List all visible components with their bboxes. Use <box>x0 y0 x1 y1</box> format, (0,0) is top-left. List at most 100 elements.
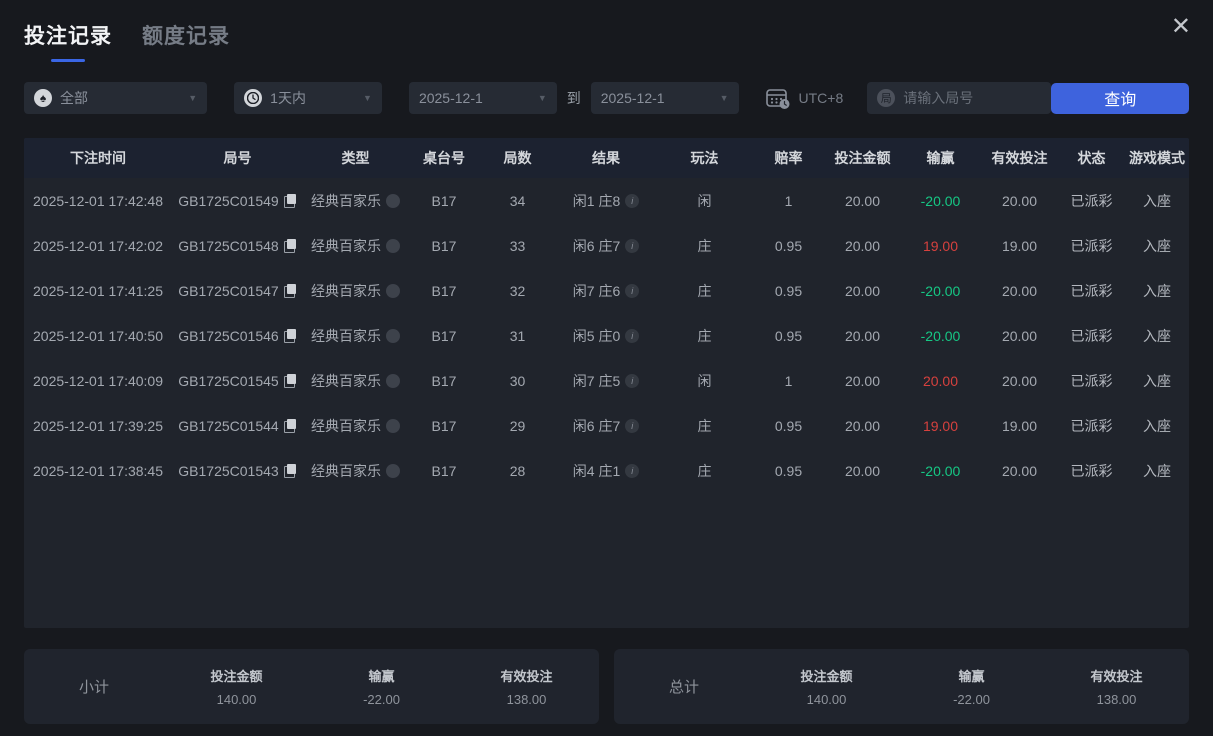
copy-icon[interactable] <box>283 239 297 253</box>
type-hint-icon <box>386 283 400 298</box>
clock-icon <box>244 89 263 107</box>
date-to-select[interactable]: 2025-12-1 ▼ <box>590 82 739 114</box>
round-number-input[interactable] <box>903 90 1042 106</box>
tab-bet-records[interactable]: 投注记录 <box>24 20 112 62</box>
date-from-value: 2025-12-1 <box>418 90 483 106</box>
cell-round_count: 28 <box>509 462 526 479</box>
cell-mode: 入座 <box>1143 372 1171 389</box>
column-header: 投注金额 <box>834 150 891 166</box>
cell-mode: 入座 <box>1143 192 1171 209</box>
calendar-clock-icon[interactable] <box>765 86 791 110</box>
table-row: 2025-12-01 17:38:45 GB1725C01543 经典百家乐 B17 2… <box>24 448 1189 493</box>
copy-icon[interactable] <box>283 374 297 388</box>
table-row: 2025-12-01 17:41:25 GB1725C01547 经典百家乐 B17 3… <box>24 268 1189 313</box>
cell-round_count: 34 <box>509 192 526 209</box>
cell-round_no: GB1725C01545 <box>172 373 303 389</box>
cell-status: 已派彩 <box>1070 462 1113 479</box>
subtotal-win-loss: 输赢 -22.00 <box>363 669 400 707</box>
type-hint-icon <box>386 418 400 433</box>
result-info-icon[interactable]: i <box>625 418 640 433</box>
timezone-display: UTC+8 <box>765 86 843 110</box>
cell-win_loss: -20.00 <box>920 462 961 479</box>
cell-bet_amount: 20.00 <box>844 327 881 344</box>
result-info-icon[interactable]: i <box>625 193 640 208</box>
tab-quota-records-label: 额度记录 <box>142 25 230 48</box>
cell-play: 庄 <box>697 462 712 479</box>
cell-time: 2025-12-01 17:41:25 <box>33 282 163 299</box>
cell-status: 已派彩 <box>1070 192 1113 209</box>
cell-result: 闲4 庄1 i <box>555 461 657 481</box>
result-info-icon[interactable]: i <box>625 373 640 388</box>
cell-win_loss: 20.00 <box>922 372 959 389</box>
cell-odds: 1 <box>784 372 793 389</box>
cell-mode: 入座 <box>1143 417 1171 434</box>
cell-round_no: GB1725C01548 <box>172 238 303 254</box>
table-row: 2025-12-01 17:42:48 GB1725C01549 经典百家乐 B17 3… <box>24 178 1189 223</box>
cell-time: 2025-12-01 17:42:02 <box>33 237 163 254</box>
search-button[interactable]: 查询 <box>1051 82 1190 114</box>
date-to-value: 2025-12-1 <box>600 90 665 106</box>
cell-bet_amount: 20.00 <box>844 372 881 389</box>
cell-valid_bet: 20.00 <box>1001 327 1038 344</box>
column-header: 输赢 <box>926 150 955 166</box>
cell-type: 经典百家乐 <box>303 461 408 481</box>
cell-play: 庄 <box>697 237 712 254</box>
cell-type: 经典百家乐 <box>303 236 408 256</box>
cell-type: 经典百家乐 <box>303 281 408 301</box>
time-range-select[interactable]: 1天内 ▼ <box>234 82 382 114</box>
cell-mode: 入座 <box>1143 327 1171 344</box>
game-type-select[interactable]: ♠ 全部 ▼ <box>24 82 208 114</box>
result-info-icon[interactable]: i <box>625 463 640 478</box>
date-to-label: 到 <box>566 90 581 106</box>
cell-table_no: B17 <box>431 237 457 254</box>
type-hint-icon <box>386 373 400 388</box>
cell-bet_amount: 20.00 <box>844 417 881 434</box>
total-label: 总计 <box>668 679 699 696</box>
game-type-value: 全部 <box>60 90 88 106</box>
column-header: 结果 <box>592 150 620 166</box>
chevron-down-icon: ▼ <box>537 93 547 103</box>
cell-mode: 入座 <box>1143 282 1171 299</box>
cell-time: 2025-12-01 17:42:48 <box>33 192 163 209</box>
cell-result: 闲6 庄7 i <box>555 416 657 436</box>
cell-mode: 入座 <box>1143 237 1171 254</box>
cell-type: 经典百家乐 <box>303 416 408 436</box>
column-header: 状态 <box>1077 150 1106 166</box>
type-hint-icon <box>386 193 400 208</box>
subtotal-bet-amount: 投注金额 140.00 <box>210 669 263 707</box>
cell-status: 已派彩 <box>1070 417 1113 434</box>
result-info-icon[interactable]: i <box>625 283 640 298</box>
cell-round_no: GB1725C01549 <box>172 193 303 209</box>
cell-type: 经典百家乐 <box>303 191 408 211</box>
cell-time: 2025-12-01 17:38:45 <box>33 462 163 479</box>
date-from-select[interactable]: 2025-12-1 ▼ <box>408 82 557 114</box>
cell-time: 2025-12-01 17:40:09 <box>33 372 163 389</box>
cell-table_no: B17 <box>431 192 457 209</box>
copy-icon[interactable] <box>283 419 297 433</box>
table-body: 2025-12-01 17:42:48 GB1725C01549 经典百家乐 B17 3… <box>24 178 1189 493</box>
copy-icon[interactable] <box>283 464 297 478</box>
copy-icon[interactable] <box>283 194 297 208</box>
cell-play: 闲 <box>697 192 712 209</box>
cell-valid_bet: 20.00 <box>1001 192 1038 209</box>
round-badge-icon: 局 <box>877 89 896 107</box>
cell-win_loss: -20.00 <box>920 282 961 299</box>
total-win-loss: 输赢 -22.00 <box>953 669 990 707</box>
cell-bet_amount: 20.00 <box>844 462 881 479</box>
copy-icon[interactable] <box>283 284 297 298</box>
result-info-icon[interactable]: i <box>625 238 640 253</box>
cell-status: 已派彩 <box>1070 237 1113 254</box>
cell-result: 闲1 庄8 i <box>555 191 657 211</box>
result-info-icon[interactable]: i <box>625 328 640 343</box>
table-row: 2025-12-01 17:39:25 GB1725C01544 经典百家乐 B17 2… <box>24 403 1189 448</box>
subtotal-valid-bet: 有效投注 138.00 <box>500 669 553 707</box>
tab-quota-records[interactable]: 额度记录 <box>142 20 230 50</box>
copy-icon[interactable] <box>283 329 297 343</box>
close-icon[interactable]: ✕ <box>1170 13 1191 40</box>
column-header: 局号 <box>223 150 252 166</box>
subtotal-label: 小计 <box>78 679 109 696</box>
cell-round_count: 32 <box>509 282 526 299</box>
cell-odds: 0.95 <box>774 237 803 254</box>
total-panel: 总计 投注金额 140.00 输赢 -22.00 有效投注 138.00 <box>614 649 1189 724</box>
column-header: 下注时间 <box>70 150 126 166</box>
